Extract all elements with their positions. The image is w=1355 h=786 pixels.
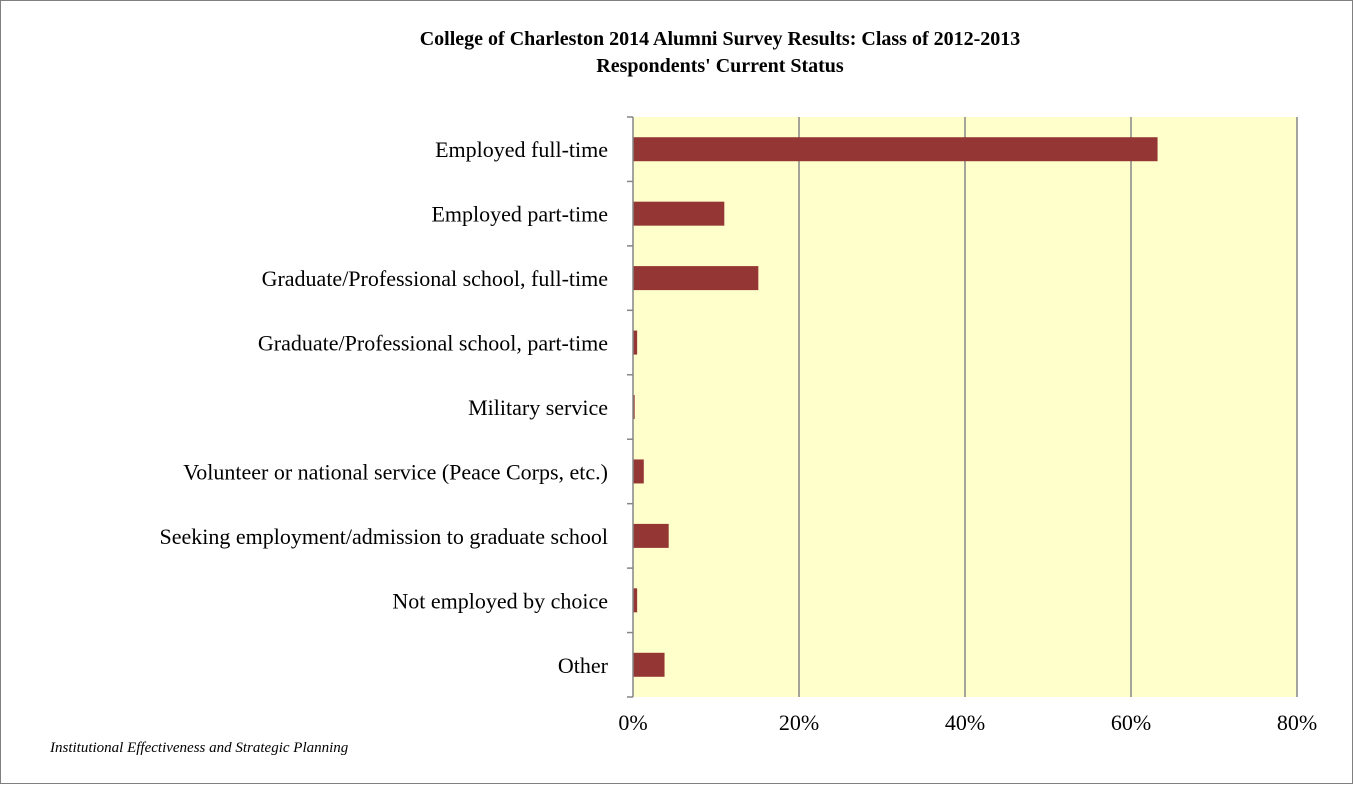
category-labels: Employed full-time Employed part-time Grad…: [160, 137, 609, 678]
tick-label: 20%: [779, 710, 819, 735]
category-label: Graduate/Professional school, full-time: [262, 266, 608, 291]
gridlines: [798, 117, 1298, 697]
bar: [633, 588, 638, 613]
category-label: Employed full-time: [435, 137, 608, 162]
bar: [633, 459, 644, 484]
bar: [633, 137, 1158, 162]
tick-label: 0%: [618, 710, 647, 735]
value-axis-ticks: 0% 20% 40% 60% 80%: [618, 710, 1317, 735]
bar: [633, 330, 638, 355]
category-axis: [627, 116, 634, 698]
tick-label: 40%: [945, 710, 985, 735]
chart-title: College of Charleston 2014 Alumni Survey…: [419, 28, 1021, 50]
category-label: Volunteer or national service (Peace Cor…: [183, 459, 608, 484]
chart-title-block: College of Charleston 2014 Alumni Survey…: [0, 26, 1355, 80]
footer-note: Institutional Effectiveness and Strategi…: [50, 740, 349, 756]
bar: [633, 523, 669, 548]
bar: [633, 395, 635, 419]
bars: [633, 137, 1158, 677]
chart-subtitle: Respondents' Current Status: [596, 55, 844, 77]
category-label: Seeking employment/admission to graduate…: [160, 524, 608, 549]
category-label: Employed part-time: [431, 202, 608, 227]
category-label: Graduate/Professional school, part-time: [258, 331, 608, 356]
category-label: Not employed by choice: [392, 588, 608, 613]
category-label: Military service: [468, 395, 608, 420]
category-label: Other: [558, 653, 609, 678]
tick-label: 60%: [1111, 710, 1151, 735]
bar: [633, 201, 725, 226]
bar: [633, 266, 759, 291]
bar: [633, 652, 665, 677]
tick-label: 80%: [1277, 710, 1317, 735]
